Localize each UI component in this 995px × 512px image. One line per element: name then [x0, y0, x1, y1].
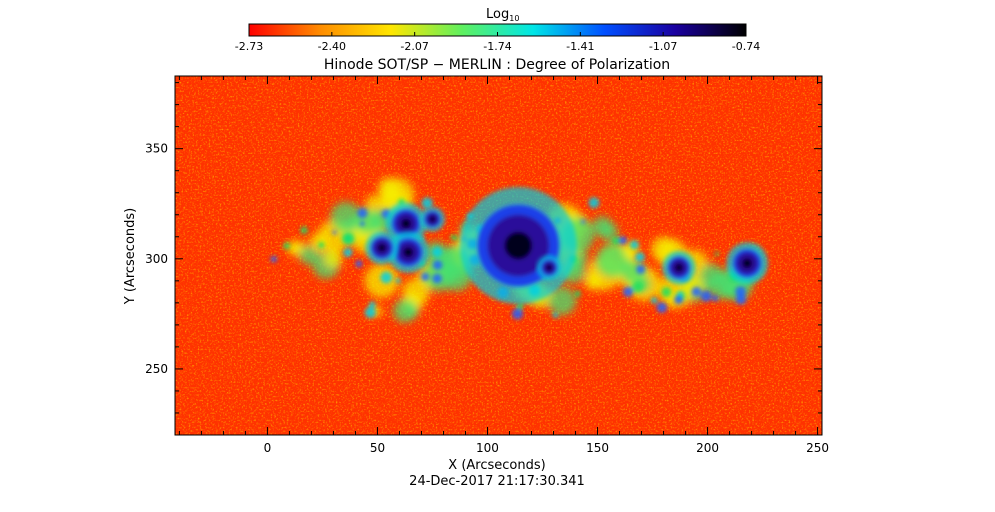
plage-patch	[402, 278, 430, 306]
network-patch	[635, 252, 645, 262]
network-patch	[712, 295, 719, 302]
network-patch	[421, 197, 433, 209]
network-patch	[300, 226, 308, 234]
network-patch	[332, 230, 337, 235]
plage-patch	[584, 272, 602, 291]
network-patch	[343, 247, 353, 257]
network-patch	[364, 307, 376, 318]
network-patch	[359, 221, 365, 227]
network-patch	[516, 302, 524, 310]
x-axis-label: X (Arcseconds)	[448, 458, 545, 473]
network-patch	[661, 287, 672, 297]
network-patch	[432, 273, 443, 284]
network-patch	[369, 301, 376, 308]
network-patch	[735, 294, 747, 305]
x-tick-label: 50	[370, 441, 385, 455]
network-patch	[421, 272, 430, 281]
plot-frame	[174, 75, 823, 436]
plage-patch	[286, 241, 300, 255]
x-tick-label: 250	[806, 441, 829, 455]
network-patch	[714, 251, 719, 256]
x-tick-label: 150	[586, 441, 609, 455]
colorbar-tick-label: -2.73	[235, 40, 263, 53]
colorbar-tick-label: -0.74	[732, 40, 760, 53]
timestamp: 24-Dec-2017 21:17:30.341	[409, 474, 585, 489]
network-patch	[632, 280, 644, 293]
colorbar-tick-label: -1.74	[483, 40, 511, 53]
network-patch	[431, 246, 443, 258]
network-patch	[512, 308, 523, 320]
plage-patch	[299, 246, 318, 265]
plage-patch	[365, 195, 383, 213]
network-patch	[629, 240, 639, 250]
colorbar-ticks: -2.73 -2.40 -2.07 -1.74 -1.41 -1.07 -0.74	[235, 32, 760, 53]
network-patch	[650, 297, 658, 304]
chart-title: Hinode SOT/SP − MERLIN : Degree of Polar…	[324, 57, 670, 73]
network-patch	[656, 302, 668, 313]
pore	[726, 242, 769, 285]
y-tick-label: 350	[145, 142, 168, 156]
network-patch	[283, 242, 291, 250]
pore	[365, 231, 399, 265]
network-patch	[588, 197, 600, 209]
network-patch	[580, 219, 586, 224]
colorbar-tick-label: -2.40	[318, 40, 346, 53]
network-patch	[395, 278, 401, 284]
y-tick-label: 250	[145, 362, 168, 376]
y-axis: 250 300 350	[145, 82, 822, 414]
colorbar-label: Log10	[486, 7, 519, 23]
colorbar-tick-label: -1.41	[566, 40, 594, 53]
x-tick-label: 200	[696, 441, 719, 455]
pore	[387, 231, 430, 274]
sunspot	[459, 187, 577, 305]
pore	[419, 206, 446, 232]
y-tick-label: 300	[145, 252, 168, 266]
x-tick-label: 100	[476, 441, 499, 455]
heatmap	[175, 76, 822, 435]
x-axis: 0 50 100 150 200 250	[178, 76, 829, 455]
colorbar: Log10 -2.73 -2.40 -2.07 -1.74 -1.41 -1.07 -0.7…	[235, 7, 760, 53]
colorbar-tick-label: -1.07	[649, 40, 677, 53]
network-patch	[450, 234, 456, 240]
network-patch	[552, 312, 559, 318]
network-patch	[678, 291, 683, 297]
network-patch	[618, 236, 628, 245]
network-patch	[611, 236, 621, 246]
network-patch	[623, 286, 634, 297]
plage-patch	[547, 286, 577, 316]
network-patch	[574, 290, 581, 298]
plage-patch	[595, 243, 630, 278]
network-patch	[735, 286, 746, 297]
network-patch	[357, 208, 368, 219]
plage-patch	[706, 271, 735, 300]
active-region	[270, 177, 769, 323]
network-patch	[636, 264, 646, 274]
network-patch	[691, 286, 702, 297]
pore	[536, 255, 562, 281]
network-patch	[674, 294, 684, 305]
plage-patch	[330, 201, 362, 233]
plage-patch	[393, 299, 417, 323]
network-patch	[355, 260, 363, 268]
y-axis-label: Y (Arcseconds)	[123, 208, 138, 305]
plage-patch	[323, 248, 343, 268]
pore	[662, 250, 696, 285]
colorbar-tick-label: -2.07	[400, 40, 428, 53]
plage-patch	[592, 216, 613, 236]
network-patch	[700, 290, 712, 302]
network-patch	[380, 271, 393, 284]
x-tick-label: 0	[264, 441, 272, 455]
network-patch	[342, 232, 355, 245]
network-patch	[318, 241, 325, 249]
network-patch	[432, 260, 443, 270]
network-patch	[270, 255, 278, 263]
